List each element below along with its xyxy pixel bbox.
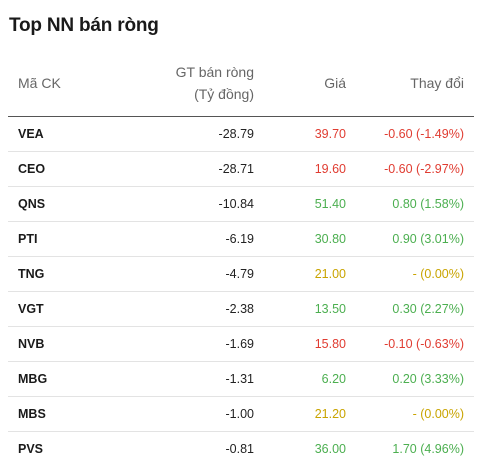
change-value: - (0.00%) — [412, 407, 464, 421]
header-price: Giá — [324, 75, 346, 91]
table-row[interactable]: NVB -1.69 15.80 -0.10 (-0.63%) — [8, 327, 474, 362]
price-value: 21.00 — [314, 267, 346, 281]
table-body: VEA -28.79 39.70 -0.60 (-1.49%) CEO -28.… — [8, 117, 474, 466]
stock-symbol[interactable]: MBG — [18, 372, 48, 386]
table-row[interactable]: VGT -2.38 13.50 0.30 (2.27%) — [8, 292, 474, 327]
stock-symbol[interactable]: PTI — [18, 232, 38, 246]
net-sell-value: -28.79 — [218, 127, 254, 141]
net-sell-value: -10.84 — [218, 197, 254, 211]
stock-symbol[interactable]: MBS — [18, 407, 46, 421]
net-sell-table: Mã CK GT bán ròng (Tỷ đồng) Giá Thay đổi… — [8, 60, 474, 466]
table-row[interactable]: PTI -6.19 30.80 0.90 (3.01%) — [8, 222, 474, 257]
table-row[interactable]: VEA -28.79 39.70 -0.60 (-1.49%) — [8, 117, 474, 152]
net-sell-value: -6.19 — [225, 232, 255, 246]
net-sell-value: -2.38 — [225, 302, 255, 316]
price-value: 15.80 — [314, 337, 346, 351]
table-row[interactable]: PVS -0.81 36.00 1.70 (4.96%) — [8, 432, 474, 466]
price-value: 30.80 — [314, 232, 346, 246]
net-sell-value: -1.69 — [225, 337, 255, 351]
stock-symbol[interactable]: NVB — [18, 337, 45, 351]
change-value: 0.90 (3.01%) — [392, 232, 464, 246]
price-value: 19.60 — [314, 162, 346, 176]
net-sell-value: -1.00 — [225, 407, 255, 421]
header-change: Thay đổi — [410, 75, 464, 91]
change-value: -0.60 (-2.97%) — [384, 162, 464, 176]
change-value: 0.30 (2.27%) — [392, 302, 464, 316]
change-value: -0.10 (-0.63%) — [384, 337, 464, 351]
stock-symbol[interactable]: TNG — [18, 267, 45, 281]
price-value: 39.70 — [314, 127, 346, 141]
net-sell-value: -1.31 — [225, 372, 255, 386]
price-value: 13.50 — [314, 302, 346, 316]
stock-symbol[interactable]: QNS — [18, 197, 46, 211]
change-value: - (0.00%) — [412, 267, 464, 281]
header-net-sell-value: GT bán ròng (Tỷ đồng) — [176, 61, 254, 105]
price-value: 36.00 — [314, 442, 346, 456]
header-net-sell-value-line2: (Tỷ đồng) — [194, 86, 254, 102]
change-value: 0.20 (3.33%) — [392, 372, 464, 386]
stock-symbol[interactable]: CEO — [18, 162, 46, 176]
widget-title: Top NN bán ròng — [9, 15, 159, 36]
change-value: -0.60 (-1.49%) — [384, 127, 464, 141]
net-sell-value: -28.71 — [218, 162, 254, 176]
change-value: 1.70 (4.96%) — [392, 442, 464, 456]
change-value: 0.80 (1.58%) — [392, 197, 464, 211]
price-value: 6.20 — [321, 372, 346, 386]
stock-symbol[interactable]: VGT — [18, 302, 44, 316]
table-row[interactable]: QNS -10.84 51.40 0.80 (1.58%) — [8, 187, 474, 222]
stock-symbol[interactable]: VEA — [18, 127, 44, 141]
header-symbol: Mã CK — [18, 75, 61, 91]
table-row[interactable]: MBS -1.00 21.20 - (0.00%) — [8, 397, 474, 432]
net-sell-value: -0.81 — [225, 442, 255, 456]
header-net-sell-value-line1: GT bán ròng — [175, 64, 254, 80]
table-header: Mã CK GT bán ròng (Tỷ đồng) Giá Thay đổi — [8, 60, 474, 117]
table-row[interactable]: CEO -28.71 19.60 -0.60 (-2.97%) — [8, 152, 474, 187]
table-row[interactable]: TNG -4.79 21.00 - (0.00%) — [8, 257, 474, 292]
price-value: 51.40 — [314, 197, 346, 211]
table-row[interactable]: MBG -1.31 6.20 0.20 (3.33%) — [8, 362, 474, 397]
stock-symbol[interactable]: PVS — [18, 442, 44, 456]
price-value: 21.20 — [314, 407, 346, 421]
net-sell-value: -4.79 — [225, 267, 255, 281]
